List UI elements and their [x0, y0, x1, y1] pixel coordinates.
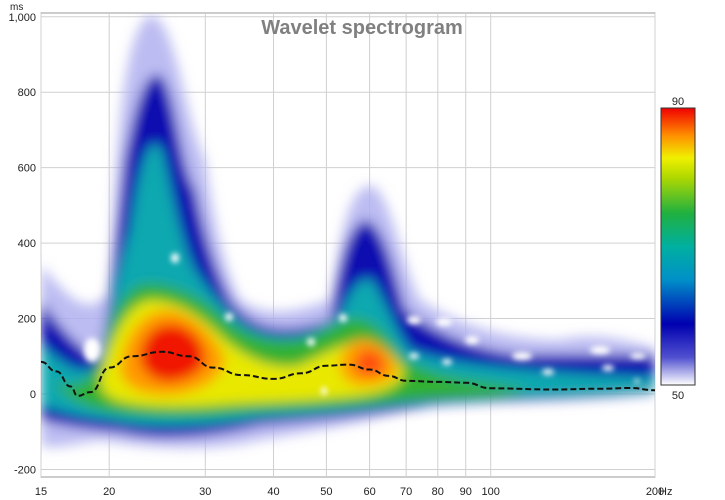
- colorbar-max-label: 90: [672, 96, 684, 108]
- heat-hole: [634, 379, 640, 383]
- x-tick-label: 15: [35, 486, 47, 498]
- y-unit-label: ms: [10, 2, 23, 13]
- heat-hole: [84, 338, 100, 362]
- heat-hole: [171, 253, 179, 263]
- heat-hole: [602, 365, 614, 371]
- heat-hole: [409, 353, 419, 359]
- x-tick-label: 50: [320, 486, 332, 498]
- colorbar: [660, 107, 696, 386]
- x-unit-label: Hz: [659, 486, 672, 498]
- y-tick-label: 1,000: [8, 12, 36, 24]
- heat-hole: [321, 387, 327, 395]
- y-tick-label: 400: [18, 238, 36, 250]
- heat-hole: [542, 369, 554, 375]
- chart-title: Wavelet spectrogram: [261, 17, 463, 39]
- heat-hole: [630, 353, 646, 359]
- y-tick-label: 200: [18, 314, 36, 326]
- y-tick-label: 600: [18, 163, 36, 175]
- heat-hole: [590, 346, 610, 354]
- x-tick-label: 40: [267, 486, 279, 498]
- heat-hole: [407, 316, 421, 324]
- x-tick-label: 90: [460, 486, 472, 498]
- y-tick-label: 800: [18, 87, 36, 99]
- heat-hole: [339, 314, 347, 322]
- spectrogram-heat: [41, 15, 655, 448]
- heat-hole: [225, 313, 233, 321]
- series-dashed-line: [41, 350, 655, 397]
- y-tick-label: 0: [30, 389, 36, 401]
- x-tick-label: 100: [482, 486, 500, 498]
- y-axis: -200 0 200 400 600 800 1,000: [8, 12, 36, 477]
- heat-hole: [442, 359, 452, 365]
- x-tick-label: 60: [363, 486, 375, 498]
- heat-hole: [465, 336, 479, 344]
- heat-hole: [436, 318, 452, 326]
- x-tick-label: 200: [646, 486, 664, 498]
- x-axis: 15 20 30 40 50 60 70 80 90 100 200: [35, 486, 664, 498]
- colorbar-min-label: 50: [672, 390, 684, 402]
- x-tick-label: 80: [432, 486, 444, 498]
- heat-hole: [307, 338, 315, 346]
- heat-hole: [512, 352, 532, 360]
- x-tick-label: 70: [400, 486, 412, 498]
- x-tick-label: 30: [199, 486, 211, 498]
- y-tick-label: -200: [14, 464, 36, 476]
- x-tick-label: 20: [103, 486, 115, 498]
